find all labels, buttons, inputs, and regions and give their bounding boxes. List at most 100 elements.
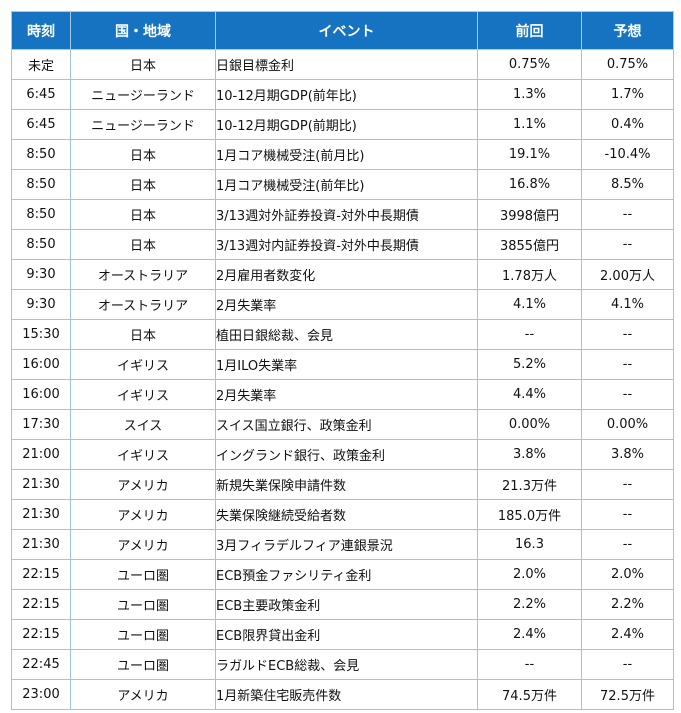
region-cell: 日本: [70, 139, 216, 170]
time-cell: 22:15: [11, 559, 71, 590]
table-row: 21:30 アメリカ 新規失業保険申請件数 21.3万件 --: [11, 469, 674, 500]
previous-cell: 5.2%: [477, 349, 582, 380]
region-cell: アメリカ: [70, 529, 216, 560]
table-row: 15:30 日本 植田日銀総裁、会見 -- --: [11, 319, 674, 350]
previous-cell: 21.3万件: [477, 469, 582, 500]
previous-cell: 2.4%: [477, 619, 582, 650]
table-row: 22:15 ユーロ圏 ECB預金ファシリティ金利 2.0% 2.0%: [11, 559, 674, 590]
time-cell: 17:30: [11, 409, 71, 440]
region-cell: ニュージーランド: [70, 79, 216, 110]
event-cell: イングランド銀行、政策金利: [215, 439, 478, 470]
forecast-cell: --: [581, 469, 674, 500]
header-row: 時刻 国・地域 イベント 前回 予想: [11, 11, 674, 50]
table-row: 9:30 オーストラリア 2月雇用者数変化 1.78万人 2.00万人: [11, 259, 674, 290]
event-cell: 2月失業率: [215, 379, 478, 410]
previous-cell: 1.1%: [477, 109, 582, 140]
region-cell: スイス: [70, 409, 216, 440]
region-cell: アメリカ: [70, 469, 216, 500]
event-cell: 3/13週対内証券投資-対外中長期債: [215, 229, 478, 260]
previous-cell: 0.00%: [477, 409, 582, 440]
time-cell: 6:45: [11, 109, 71, 140]
region-cell: 日本: [70, 49, 216, 80]
table-row: 22:45 ユーロ圏 ラガルドECB総裁、会見 -- --: [11, 649, 674, 680]
forecast-cell: -10.4%: [581, 139, 674, 170]
event-cell: 日銀目標金利: [215, 49, 478, 80]
event-cell: 10-12月期GDP(前年比): [215, 79, 478, 110]
previous-cell: 4.1%: [477, 289, 582, 320]
event-cell: 2月失業率: [215, 289, 478, 320]
time-cell: 21:30: [11, 499, 71, 530]
time-cell: 未定: [11, 49, 71, 80]
table-row: 21:30 アメリカ 失業保険継続受給者数 185.0万件 --: [11, 499, 674, 530]
forecast-cell: 3.8%: [581, 439, 674, 470]
time-cell: 9:30: [11, 259, 71, 290]
event-cell: 植田日銀総裁、会見: [215, 319, 478, 350]
time-cell: 9:30: [11, 289, 71, 320]
time-cell: 8:50: [11, 229, 71, 260]
forecast-cell: 8.5%: [581, 169, 674, 200]
table-row: 9:30 オーストラリア 2月失業率 4.1% 4.1%: [11, 289, 674, 320]
event-cell: スイス国立銀行、政策金利: [215, 409, 478, 440]
forecast-cell: --: [581, 379, 674, 410]
time-cell: 16:00: [11, 379, 71, 410]
forecast-cell: --: [581, 349, 674, 380]
previous-cell: 3998億円: [477, 199, 582, 230]
previous-cell: --: [477, 649, 582, 680]
table-row: 17:30 スイス スイス国立銀行、政策金利 0.00% 0.00%: [11, 409, 674, 440]
event-cell: 2月雇用者数変化: [215, 259, 478, 290]
event-cell: ECB主要政策金利: [215, 589, 478, 620]
table-row: 23:00 アメリカ 1月新築住宅販売件数 74.5万件 72.5万件: [11, 679, 674, 710]
time-cell: 22:15: [11, 619, 71, 650]
event-cell: 1月コア機械受注(前年比): [215, 169, 478, 200]
previous-cell: --: [477, 319, 582, 350]
forecast-cell: --: [581, 529, 674, 560]
forecast-cell: 2.4%: [581, 619, 674, 650]
forecast-cell: --: [581, 199, 674, 230]
event-cell: 3月フィラデルフィア連銀景況: [215, 529, 478, 560]
region-cell: 日本: [70, 319, 216, 350]
region-cell: オーストラリア: [70, 289, 216, 320]
table-body: 未定 日本 日銀目標金利 0.75% 0.75% 6:45 ニュージーランド 10-12月期G…: [11, 49, 674, 710]
previous-cell: 4.4%: [477, 379, 582, 410]
table-row: 16:00 イギリス 1月ILO失業率 5.2% --: [11, 349, 674, 380]
region-cell: ユーロ圏: [70, 559, 216, 590]
time-cell: 16:00: [11, 349, 71, 380]
forecast-cell: --: [581, 229, 674, 260]
forecast-cell: 4.1%: [581, 289, 674, 320]
previous-cell: 3855億円: [477, 229, 582, 260]
forecast-cell: 2.2%: [581, 589, 674, 620]
header-forecast: 予想: [581, 11, 674, 50]
region-cell: 日本: [70, 229, 216, 260]
forecast-cell: 0.00%: [581, 409, 674, 440]
header-event: イベント: [215, 11, 478, 50]
time-cell: 8:50: [11, 199, 71, 230]
event-cell: 新規失業保険申請件数: [215, 469, 478, 500]
region-cell: アメリカ: [70, 499, 216, 530]
region-cell: 日本: [70, 199, 216, 230]
table-row: 22:15 ユーロ圏 ECB主要政策金利 2.2% 2.2%: [11, 589, 674, 620]
forecast-cell: 0.4%: [581, 109, 674, 140]
forecast-cell: 0.75%: [581, 49, 674, 80]
region-cell: オーストラリア: [70, 259, 216, 290]
region-cell: ユーロ圏: [70, 589, 216, 620]
previous-cell: 3.8%: [477, 439, 582, 470]
event-cell: 3/13週対外証券投資-対外中長期債: [215, 199, 478, 230]
time-cell: 23:00: [11, 679, 71, 710]
forecast-cell: 2.0%: [581, 559, 674, 590]
time-cell: 15:30: [11, 319, 71, 350]
table-row: 8:50 日本 3/13週対内証券投資-対外中長期債 3855億円 --: [11, 229, 674, 260]
table-row: 6:45 ニュージーランド 10-12月期GDP(前期比) 1.1% 0.4%: [11, 109, 674, 140]
region-cell: イギリス: [70, 379, 216, 410]
table-row: 22:15 ユーロ圏 ECB限界貸出金利 2.4% 2.4%: [11, 619, 674, 650]
table-row: 8:50 日本 3/13週対外証券投資-対外中長期債 3998億円 --: [11, 199, 674, 230]
time-cell: 21:30: [11, 529, 71, 560]
forecast-cell: 2.00万人: [581, 259, 674, 290]
forecast-cell: --: [581, 499, 674, 530]
region-cell: ユーロ圏: [70, 649, 216, 680]
header-region: 国・地域: [70, 11, 216, 50]
previous-cell: 2.0%: [477, 559, 582, 590]
region-cell: アメリカ: [70, 679, 216, 710]
previous-cell: 2.2%: [477, 589, 582, 620]
table-row: 6:45 ニュージーランド 10-12月期GDP(前年比) 1.3% 1.7%: [11, 79, 674, 110]
forecast-cell: --: [581, 649, 674, 680]
